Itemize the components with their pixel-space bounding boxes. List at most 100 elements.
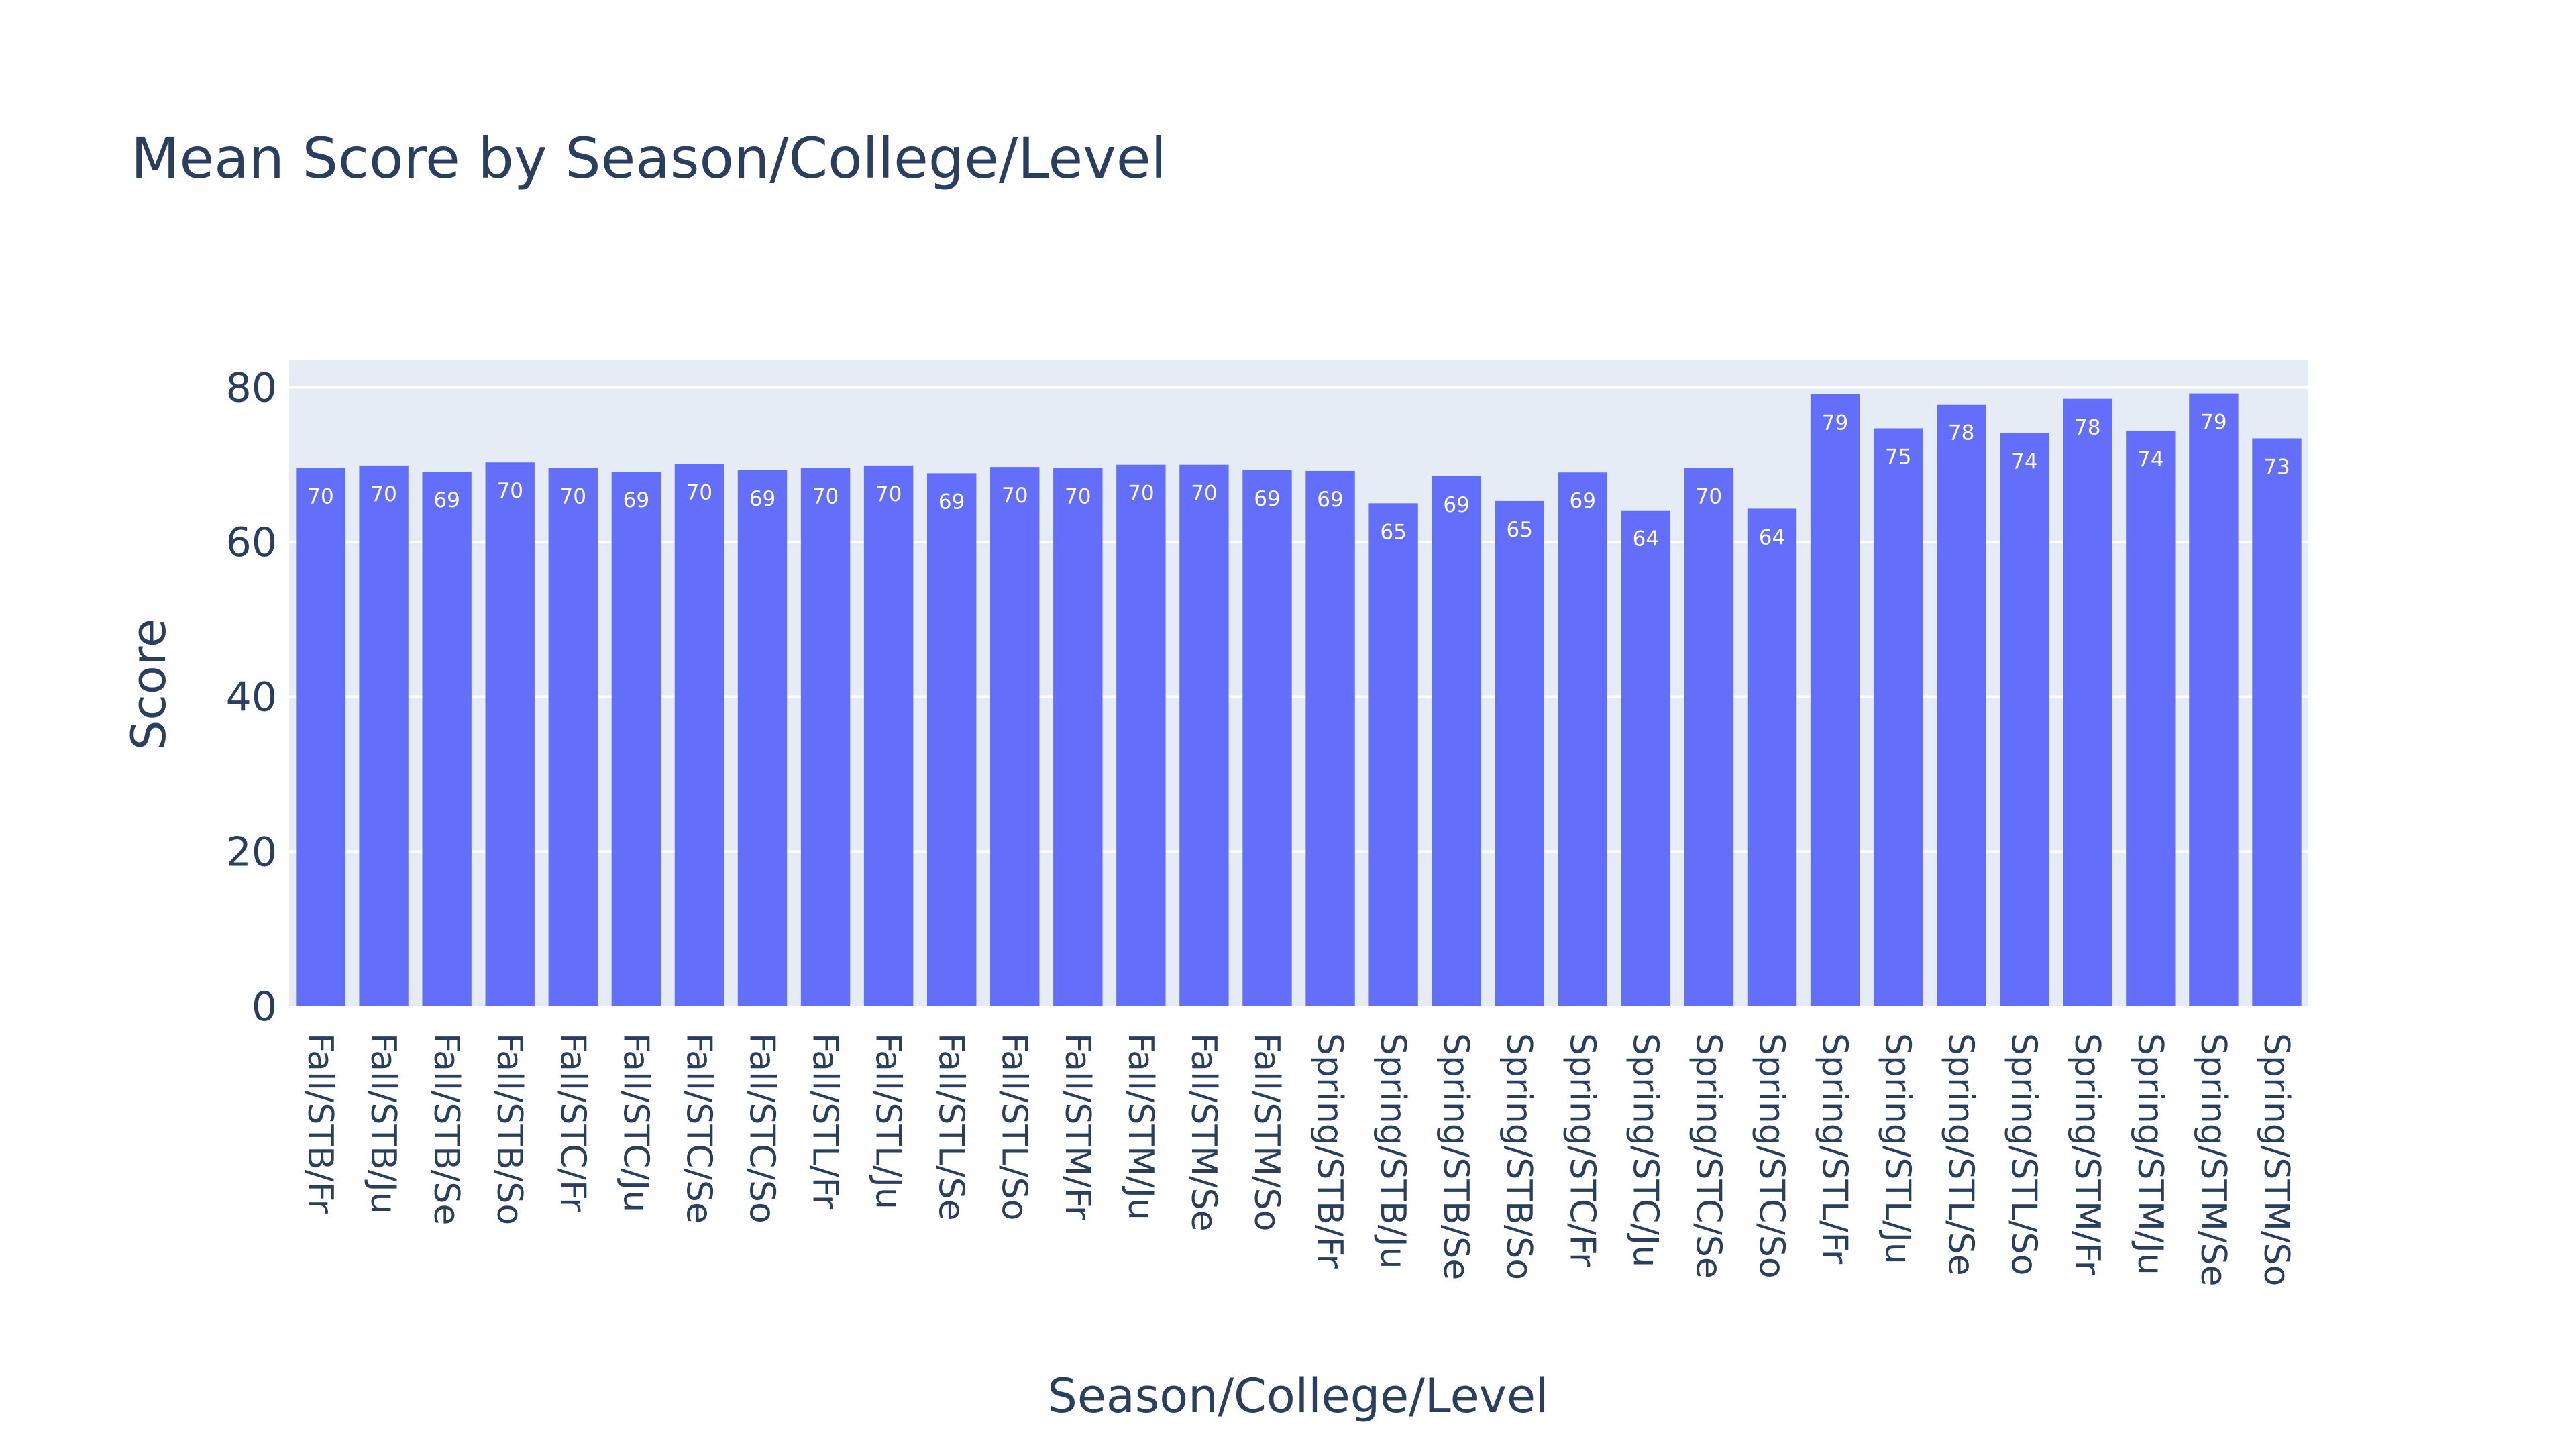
x-tick-label: Fall/STC/So [741, 1033, 782, 1224]
x-tick-label: Spring/STL/Fr [1815, 1033, 1855, 1265]
bar-value-label: 70 [1696, 484, 1722, 508]
x-axis-title: Season/College/Level [1047, 1368, 1548, 1424]
x-tick-label: Spring/STB/Fr [1309, 1033, 1350, 1269]
x-tick-label: Spring/STC/Se [1688, 1033, 1728, 1279]
bar-value-label: 69 [623, 488, 649, 513]
y-tick-label: 0 [252, 983, 277, 1030]
bar [926, 473, 977, 1006]
bar [1179, 464, 1229, 1006]
x-tick-label: Fall/STL/So [994, 1033, 1034, 1221]
bar [674, 464, 724, 1006]
y-tick-label: 40 [226, 674, 277, 721]
bar [1242, 470, 1292, 1006]
x-tick-label: Spring/STM/Se [2193, 1033, 2233, 1286]
x-tick-label: Fall/STM/Fr [1057, 1033, 1097, 1220]
x-tick-label: Fall/STL/Se [931, 1033, 971, 1221]
bar [1368, 503, 1418, 1006]
x-tick-label: Fall/STL/Fr [805, 1033, 845, 1210]
x-tick-label: Spring/STC/Fr [1562, 1033, 1602, 1267]
bar-value-label: 73 [2263, 455, 2290, 479]
bar [2189, 393, 2239, 1006]
y-tick-label: 20 [226, 828, 277, 875]
x-tick-label: Spring/STL/Se [1941, 1033, 1981, 1276]
bar [611, 472, 661, 1006]
bar [737, 470, 788, 1006]
bar [1053, 468, 1103, 1006]
bar [2063, 398, 2112, 1006]
bar [1936, 404, 1986, 1006]
bar-value-label: 75 [1885, 445, 1911, 469]
x-tick-label: Fall/STC/Se [678, 1033, 718, 1224]
bar-value-label: 78 [1948, 421, 1974, 445]
x-tick-label: Spring/STC/Ju [1625, 1033, 1665, 1267]
bar-value-label: 70 [875, 482, 902, 506]
bar-value-label: 70 [560, 484, 586, 508]
bar [800, 468, 851, 1006]
bar-value-label: 70 [370, 482, 396, 506]
x-tick-label: Spring/STB/So [1499, 1033, 1539, 1280]
bar-value-label: 69 [1254, 487, 1280, 511]
bars [296, 393, 2302, 1006]
x-tick-label: Spring/STM/Fr [2067, 1033, 2107, 1275]
bar-value-label: 70 [307, 484, 333, 508]
bar-value-label: 70 [812, 484, 839, 508]
bar-value-label: 64 [1633, 527, 1659, 551]
bar [1495, 500, 1544, 1006]
x-tick-label: Spring/STM/So [2256, 1033, 2296, 1286]
bar [1116, 464, 1166, 1006]
bar-value-label: 79 [1822, 411, 1848, 435]
bar-labels: 70 70 69 70 70 69 70 69 70 70 69 70 70 70 70 69 69 65 69 65… [307, 411, 2290, 551]
bar-value-label: 70 [1191, 482, 1217, 506]
bar [1747, 508, 1797, 1006]
x-axis-ticks: Fall/STB/Fr Fall/STB/Ju Fall/STB/Se Fall/ST… [300, 1033, 2296, 1286]
x-tick-label: Fall/STB/Ju [363, 1033, 403, 1214]
bar-value-label: 69 [938, 490, 965, 514]
bar-value-label: 74 [2011, 449, 2037, 474]
bar [548, 468, 598, 1006]
x-tick-label: Spring/STL/Ju [1878, 1033, 1918, 1265]
y-axis-title: Score [121, 619, 176, 750]
bar-value-label: 65 [1506, 518, 1532, 542]
x-tick-label: Fall/STM/Ju [1120, 1033, 1161, 1220]
bar-value-label: 65 [1380, 520, 1406, 544]
bar [863, 465, 914, 1006]
bar [1432, 476, 1481, 1006]
bar [2000, 433, 2049, 1006]
bar [485, 462, 535, 1006]
bar [359, 465, 409, 1006]
bar [1621, 510, 1671, 1006]
bar [1873, 428, 1923, 1006]
bar [296, 468, 345, 1006]
chart-title: Mean Score by Season/College/Level [131, 125, 1167, 191]
bar [1810, 394, 1860, 1006]
x-tick-label: Fall/STC/Fr [552, 1033, 592, 1212]
bar-value-label: 70 [686, 481, 712, 505]
bar [422, 472, 472, 1006]
x-tick-label: Fall/STM/Se [1183, 1033, 1224, 1232]
bar-value-label: 69 [1317, 488, 1343, 512]
bar-value-label: 69 [433, 488, 460, 513]
bar-value-label: 78 [2074, 416, 2100, 440]
bar-value-label: 69 [1443, 493, 1469, 517]
bar [1558, 472, 1607, 1006]
x-tick-label: Spring/STC/So [1751, 1033, 1791, 1279]
bar-value-label: 79 [2200, 411, 2226, 435]
bar-value-label: 70 [496, 479, 523, 503]
bar-value-label: 74 [2137, 447, 2163, 472]
x-tick-label: Fall/STB/Fr [300, 1033, 340, 1214]
bar [2126, 430, 2176, 1006]
bar-value-label: 69 [749, 487, 775, 511]
x-tick-label: Fall/STB/Se [426, 1033, 466, 1225]
y-tick-label: 80 [226, 364, 277, 411]
y-axis-ticks: 0 20 40 60 80 [226, 364, 277, 1030]
bar-value-label: 70 [1002, 484, 1028, 508]
x-tick-label: Spring/STL/So [2004, 1033, 2044, 1275]
x-tick-label: Spring/STB/Ju [1373, 1033, 1413, 1269]
x-tick-label: Fall/STM/So [1246, 1033, 1287, 1231]
bar-value-label: 70 [1065, 484, 1091, 508]
bar [1305, 470, 1355, 1006]
x-tick-label: Spring/STB/Se [1436, 1033, 1476, 1280]
bar [2252, 438, 2302, 1006]
x-tick-label: Fall/STB/So [489, 1033, 529, 1225]
